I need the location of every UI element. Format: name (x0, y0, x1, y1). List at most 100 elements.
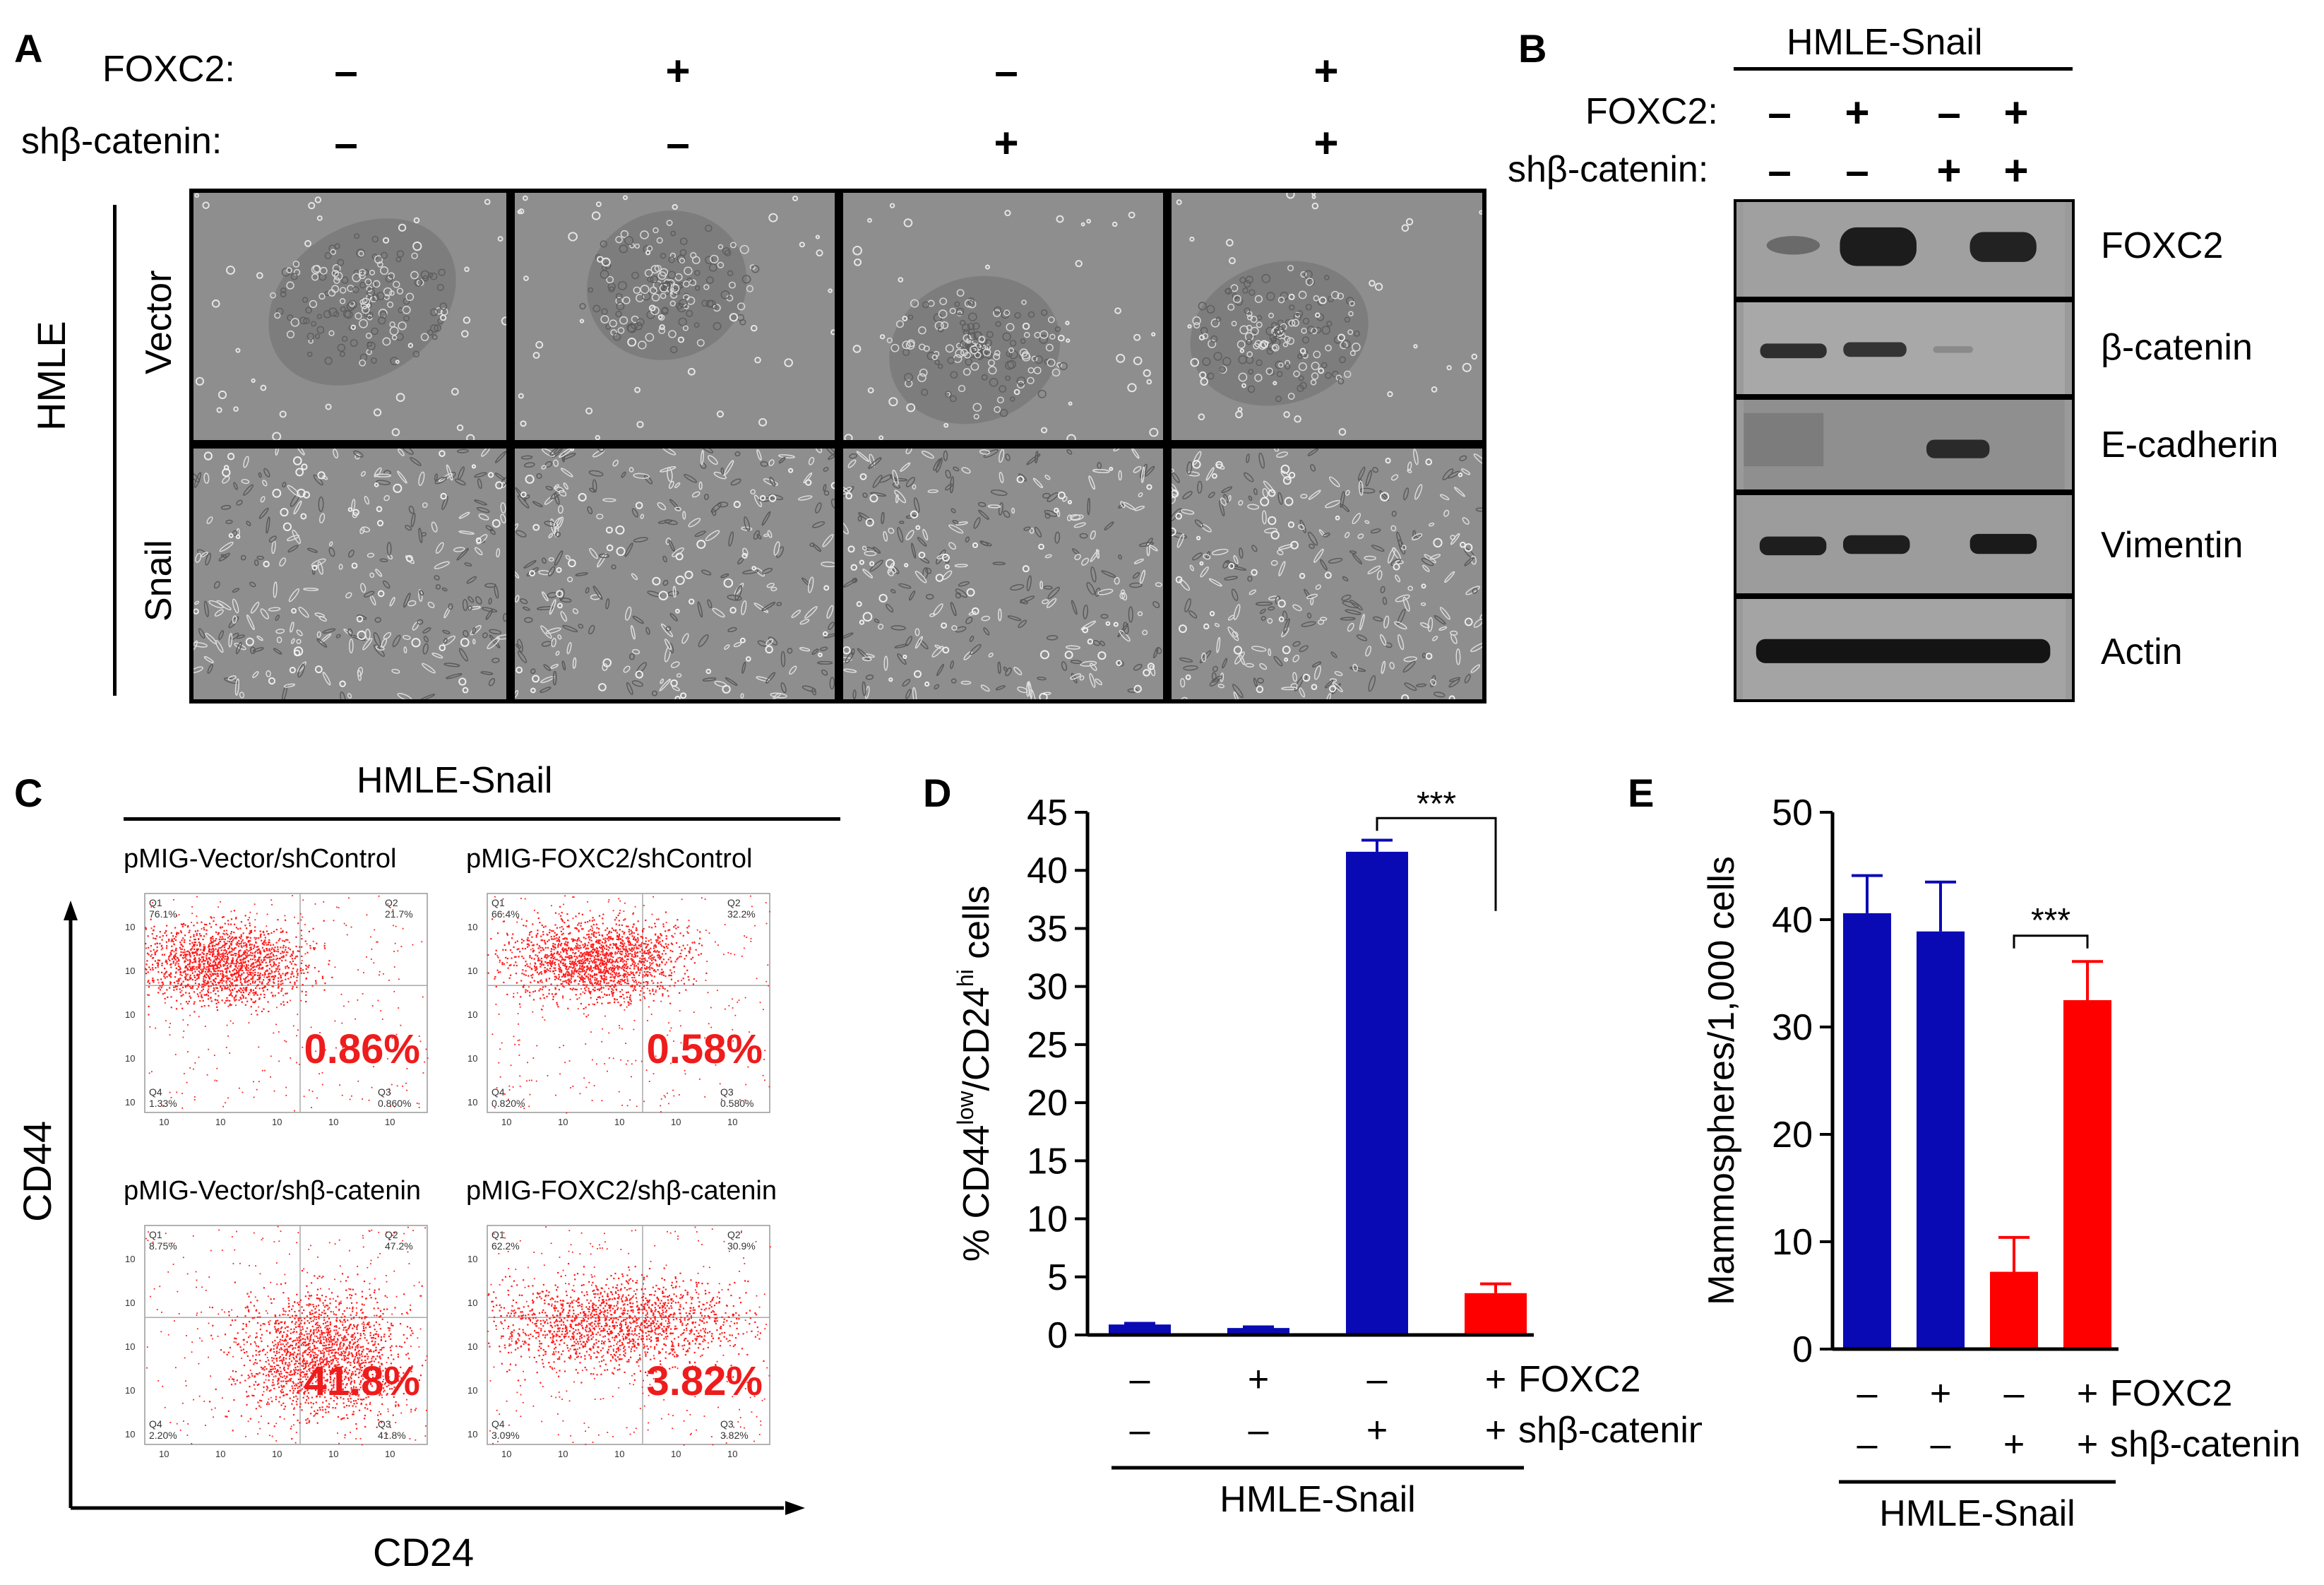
micrograph-vector-3 (839, 189, 1167, 444)
flow-plot-2: 10 10 10 10 10 10 10 10 10 10 Q1 66.4% Q2 32.2% Q4 0.82… (448, 886, 787, 1148)
micrograph-snail-2 (511, 444, 839, 704)
micrograph-vector-2 (511, 189, 839, 444)
foxc2-sign: – (2004, 1373, 2025, 1414)
sh-sign: + (2003, 1424, 2025, 1465)
panel-c-letter: C (14, 771, 43, 815)
y-tick-label: 5 (1047, 1257, 1068, 1298)
panel-a-foxc2-sign-4: + (1313, 47, 1339, 95)
blot-label-beta-catenin: β-catenin (2101, 327, 2253, 368)
flow-plot-3: 10 10 10 10 10 10 10 10 10 10 Q1 8.75% Q2 47.2% Q4 2.20… (106, 1218, 445, 1480)
panel-e-letter: E (1628, 771, 1655, 815)
bar (1843, 913, 1891, 1349)
panel-b-foxc2-sign-2: + (1845, 89, 1870, 136)
foxc2-row-label: FOXC2 (1518, 1359, 1640, 1400)
panel-b-foxc2-sign-1: – (1768, 89, 1792, 136)
y-tick-label: 0 (1047, 1315, 1068, 1356)
panel-a-foxc2-sign-1: – (334, 47, 358, 95)
y-tick-label: 30 (1027, 967, 1068, 1008)
sh-sign: – (1130, 1410, 1150, 1451)
svg-text:10: 10 (125, 966, 135, 976)
flow-title-2: pMIG-FOXC2/shControl (466, 844, 753, 874)
bar (1465, 1293, 1527, 1335)
svg-text:Q4: Q4 (149, 1086, 162, 1098)
panel-c-x-axis-label: CD24 (373, 1530, 475, 1574)
panel-c-y-axis-label: CD44 (15, 1120, 59, 1222)
y-tick-label: 25 (1027, 1025, 1068, 1066)
panel-c-header-line (124, 817, 840, 821)
bar (1346, 851, 1408, 1335)
foxc2-row-label: FOXC2 (2110, 1373, 2232, 1414)
sh-sign: – (1857, 1424, 1878, 1465)
panel-b-header-line (1734, 67, 2073, 71)
panel-b-foxc2-label: FOXC2: (1585, 91, 1718, 132)
blot-vimentin (1734, 492, 2075, 596)
panel-a-foxc2-sign-2: + (665, 47, 691, 95)
svg-text:0.860%: 0.860% (378, 1098, 411, 1109)
micrograph-vector-4 (1167, 189, 1486, 444)
svg-text:Q1: Q1 (149, 897, 162, 908)
panel-a-row-snail-label: Snail (138, 540, 179, 622)
blot-label-actin: Actin (2101, 631, 2183, 672)
blot-label-vimentin: Vimentin (2101, 525, 2243, 566)
foxc2-sign: + (1248, 1359, 1269, 1400)
svg-text:21.7%: 21.7% (385, 908, 413, 920)
y-tick-label: 10 (1027, 1199, 1068, 1240)
y-axis-label: Mammospheres/1,000 cells (1701, 856, 1742, 1305)
flow-percentage: 3.82% (647, 1358, 763, 1404)
panel-d-chart: 0 5 10 15 20 25 30 35 40 45 – – + – – + + + FOXC2 shβ-caten… (953, 785, 1702, 1520)
panel-a-foxc2-label: FOXC2: (102, 49, 235, 90)
flow-percentage: 0.86% (304, 1026, 420, 1072)
panel-b-sh-sign-1: – (1768, 147, 1792, 194)
group-label: HMLE-Snail (1879, 1493, 2075, 1526)
y-tick-label: 45 (1027, 792, 1068, 833)
flow-plot-4: 10 10 10 10 10 10 10 10 10 10 Q1 62.2% Q2 30.9% Q4 3.09… (448, 1218, 787, 1480)
panel-b-sh-sign-3: + (1936, 147, 1962, 194)
panel-c-header: HMLE-Snail (357, 760, 553, 801)
svg-text:76.1%: 76.1% (149, 908, 177, 920)
y-tick-label: 0 (1792, 1329, 1813, 1370)
blot-foxc2 (1734, 199, 2075, 299)
significance-label: *** (1417, 785, 1456, 823)
significance-bracket (2013, 934, 2089, 949)
panel-b-sh-sign-4: + (2003, 147, 2029, 194)
svg-text:Q2: Q2 (385, 897, 398, 908)
panel-d-letter: D (923, 771, 952, 815)
blot-e-cadherin (1734, 397, 2075, 492)
blot-label-e-cadherin: E-cadherin (2101, 425, 2279, 465)
significance-bracket (1376, 817, 1497, 911)
micrograph-snail-4 (1167, 444, 1486, 704)
y-axis-label: % CD44low/CD24hi cells (953, 886, 997, 1262)
panel-b-sh-sign-2: – (1845, 147, 1869, 194)
svg-text:10: 10 (159, 1117, 169, 1127)
flow-title-4: pMIG-FOXC2/shβ-catenin (466, 1176, 777, 1206)
panel-b-foxc2-sign-4: + (2003, 89, 2029, 136)
y-tick-label: 50 (1772, 792, 1813, 833)
sh-sign: – (1931, 1424, 1951, 1465)
sh-sign: + (1485, 1410, 1506, 1451)
flow-percentage: 41.8% (304, 1358, 420, 1404)
panel-a-cell-line-label: HMLE (29, 321, 73, 431)
bar (1109, 1324, 1171, 1335)
foxc2-sign: – (1367, 1359, 1388, 1400)
bar (1917, 931, 1965, 1349)
svg-text:10: 10 (125, 1009, 135, 1020)
panel-b-foxc2-sign-3: – (1937, 89, 1961, 136)
sh-sign: + (2077, 1424, 2098, 1465)
panel-a-sh-sign-2: – (666, 119, 690, 167)
y-tick-label: 40 (1027, 850, 1068, 891)
panel-a-sh-sign-3: + (994, 119, 1019, 167)
significance-label: *** (2031, 902, 2070, 939)
flow-title-1: pMIG-Vector/shControl (124, 844, 397, 874)
y-tick-label: 20 (1027, 1083, 1068, 1124)
sh-row-label: shβ-catenin (1518, 1410, 1702, 1451)
svg-text:10: 10 (272, 1117, 282, 1127)
sh-sign: – (1249, 1410, 1269, 1451)
y-tick-label: 10 (1772, 1222, 1813, 1263)
svg-text:10: 10 (125, 1097, 135, 1108)
micrograph-snail-1 (189, 444, 511, 704)
sh-sign: + (1366, 1410, 1388, 1451)
panel-a-letter: A (14, 26, 43, 71)
svg-text:10: 10 (328, 1117, 338, 1127)
foxc2-sign: – (1130, 1359, 1150, 1400)
blot-beta-catenin (1734, 299, 2075, 397)
